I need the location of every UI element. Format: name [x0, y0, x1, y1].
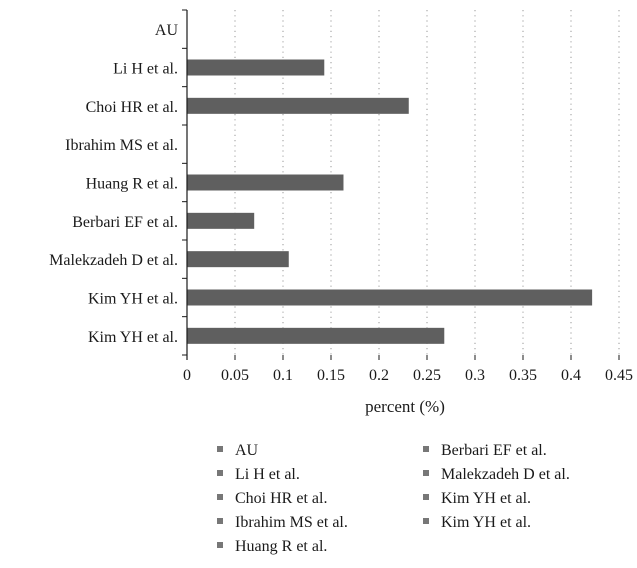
y-category-label: Huang R et al. [86, 176, 178, 193]
x-tick-label: 0.35 [509, 367, 537, 384]
x-tick-label: 0.15 [317, 367, 345, 384]
x-tick-label: 0.05 [221, 367, 249, 384]
y-category-label: Malekzadeh D et al. [49, 252, 178, 269]
bar [187, 97, 409, 114]
y-category-label: Li H et al. [113, 61, 178, 78]
y-category-label: Ibrahim MS et al. [65, 137, 178, 154]
y-category-label: Choi HR et al. [86, 99, 178, 116]
bar [187, 174, 344, 191]
y-category-label: Kim YH et al. [88, 329, 178, 346]
bars [187, 59, 593, 344]
axes [182, 9, 620, 360]
bar [187, 59, 325, 76]
y-category-label: Berbari EF et al. [72, 214, 178, 231]
bar [187, 212, 255, 229]
x-tick-label: 0.4 [561, 367, 581, 384]
bar [187, 251, 289, 268]
bar [187, 289, 593, 306]
x-tick-label: 0 [183, 367, 191, 384]
x-tick-label: 0.2 [369, 367, 389, 384]
y-category-label: Kim YH et al. [88, 291, 178, 308]
x-tick-label: 0.45 [605, 367, 633, 384]
x-tick-label: 0.1 [273, 367, 293, 384]
y-category-label: AU [155, 22, 179, 39]
axis-labels: 0 0.05 0.1 0.15 0.2 0.25 0.3 0.35 0.4 0.45 AU Li H … [49, 22, 633, 384]
x-axis-title: percent (%) [365, 397, 445, 416]
x-tick-label: 0.3 [465, 367, 485, 384]
x-tick-label: 0.25 [413, 367, 441, 384]
bar [187, 327, 445, 344]
